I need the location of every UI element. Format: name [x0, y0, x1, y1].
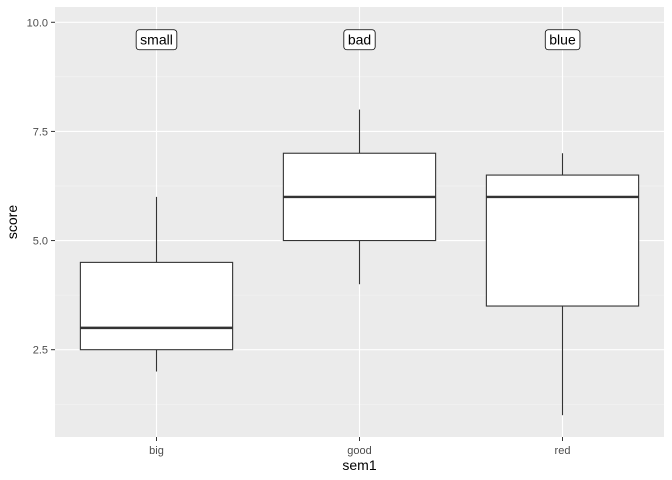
annotation-box [343, 29, 376, 51]
y-tick-label: 7.5 [33, 126, 48, 138]
annotation-label: blue [544, 29, 581, 51]
annotation-box [135, 29, 178, 51]
annotation-text: small [140, 32, 173, 48]
x-tick-label: good [347, 445, 371, 457]
annotation-text: bad [348, 32, 371, 48]
x-axis-title: sem1 [342, 457, 376, 473]
x-tick-label: red [555, 445, 571, 457]
y-tick-label: 2.5 [33, 345, 48, 357]
x-axis: big good red [149, 437, 570, 457]
y-axis-title: score [4, 205, 20, 239]
annotation-text: blue [549, 32, 576, 48]
y-tick-label: 5.0 [33, 236, 48, 248]
x-tick-label: big [149, 445, 164, 457]
annotation-label: bad [343, 29, 376, 51]
annotation-box [544, 29, 581, 51]
y-axis: 2.5 5.0 7.5 10.0 [27, 17, 55, 357]
box-body [79, 261, 234, 351]
box-body [485, 174, 640, 307]
y-tick-label: 10.0 [27, 17, 48, 29]
annotation-labels: small bad blue [135, 29, 581, 51]
box-big [79, 196, 234, 372]
boxplot-series [79, 109, 640, 416]
box-red [485, 153, 640, 416]
box-good [282, 109, 437, 285]
annotation-label: small [135, 29, 178, 51]
